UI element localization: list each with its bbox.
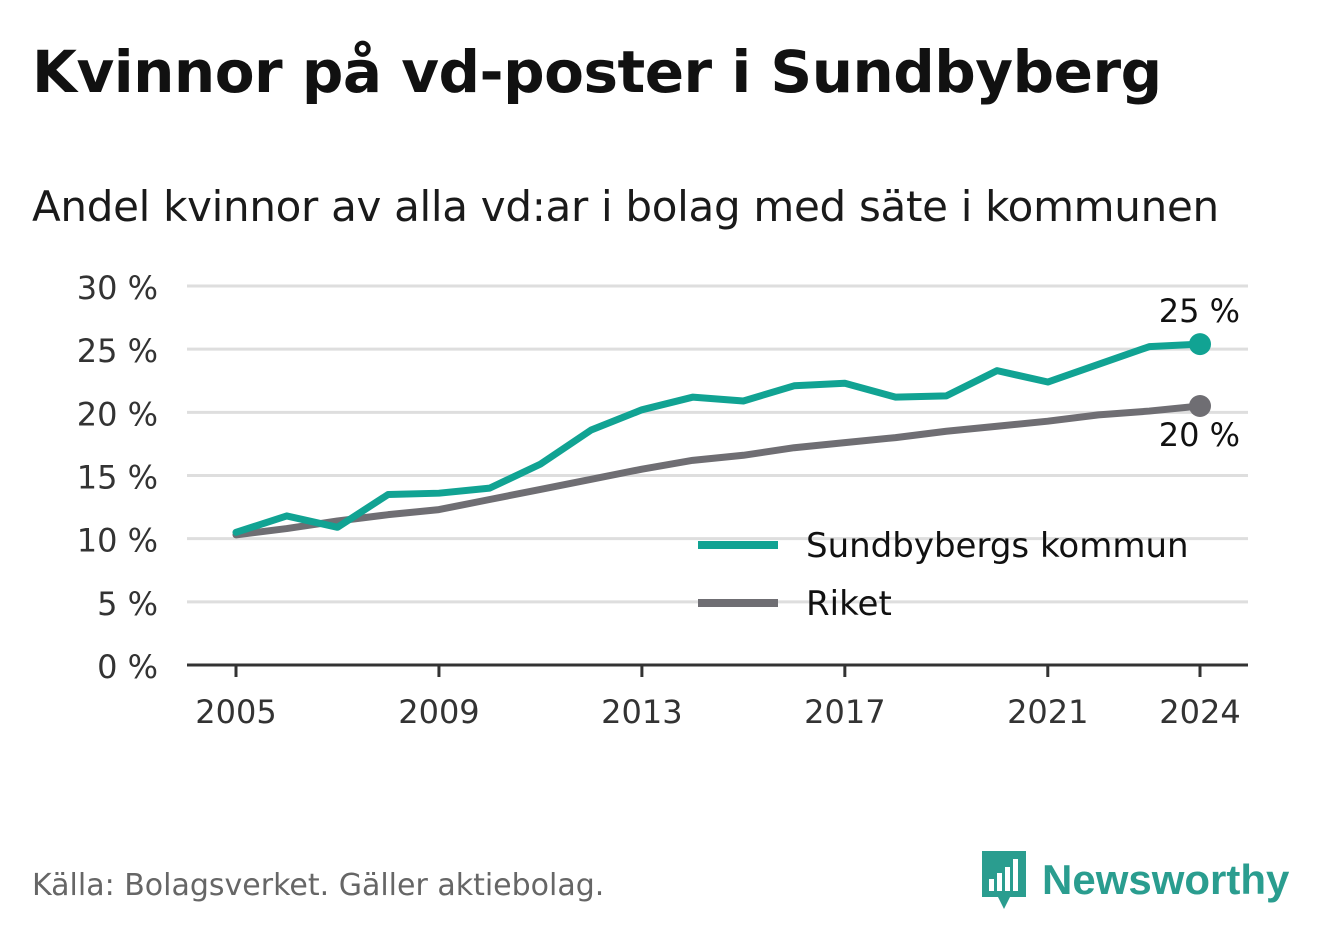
y-tick-label: 30 % bbox=[77, 269, 158, 307]
series-line bbox=[232, 340, 1204, 536]
end-label: 20 % bbox=[1159, 416, 1240, 454]
newsworthy-logo-icon bbox=[982, 851, 1026, 909]
source-note: Källa: Bolagsverket. Gäller aktiebolag. bbox=[32, 868, 605, 903]
brand: Newsworthy bbox=[980, 848, 1289, 912]
y-tick-label: 25 % bbox=[77, 332, 158, 370]
series-line bbox=[232, 402, 1204, 539]
end-point bbox=[1189, 395, 1211, 418]
series-lines bbox=[232, 333, 1211, 539]
brand-name: Newsworthy bbox=[1042, 856, 1290, 903]
x-tick-label: 2005 bbox=[195, 693, 276, 731]
x-tick-label: 2017 bbox=[804, 693, 885, 731]
x-tick-label: 2024 bbox=[1159, 693, 1240, 731]
y-tick-label: 5 % bbox=[97, 585, 158, 623]
y-tick-label: 10 % bbox=[77, 522, 158, 560]
legend-label: Sundbybergs kommun bbox=[806, 526, 1189, 566]
x-tick-label: 2009 bbox=[398, 693, 479, 731]
y-axis-ticks: 0 % 5 % 10 % 15 % 20 % 25 % 30 % bbox=[77, 269, 158, 686]
x-tick-label: 2021 bbox=[1007, 693, 1088, 731]
end-labels: 25 % 20 % bbox=[1159, 292, 1240, 454]
line-chart: 0 %5 %10 %15 %20 %25 %30 % 2005 2009 2013 2… bbox=[77, 269, 1248, 731]
legend-label: Riket bbox=[806, 584, 892, 624]
y-tick-label: 20 % bbox=[77, 395, 158, 433]
end-label: 25 % bbox=[1159, 292, 1240, 330]
chart-subtitle: Andel kvinnor av alla vd:ar i bolag med … bbox=[32, 182, 1219, 231]
y-tick-label: 0 % bbox=[97, 648, 158, 686]
x-tick-label: 2013 bbox=[601, 693, 682, 731]
end-point bbox=[1189, 333, 1211, 356]
y-tick-label: 15 % bbox=[77, 459, 158, 497]
chart-title: Kvinnor på vd-poster i Sundbyberg bbox=[32, 38, 1162, 106]
legend: Sundbybergs kommun Riket bbox=[698, 526, 1189, 624]
x-axis: 2005 2009 2013 2017 2021 2024 bbox=[187, 663, 1248, 731]
